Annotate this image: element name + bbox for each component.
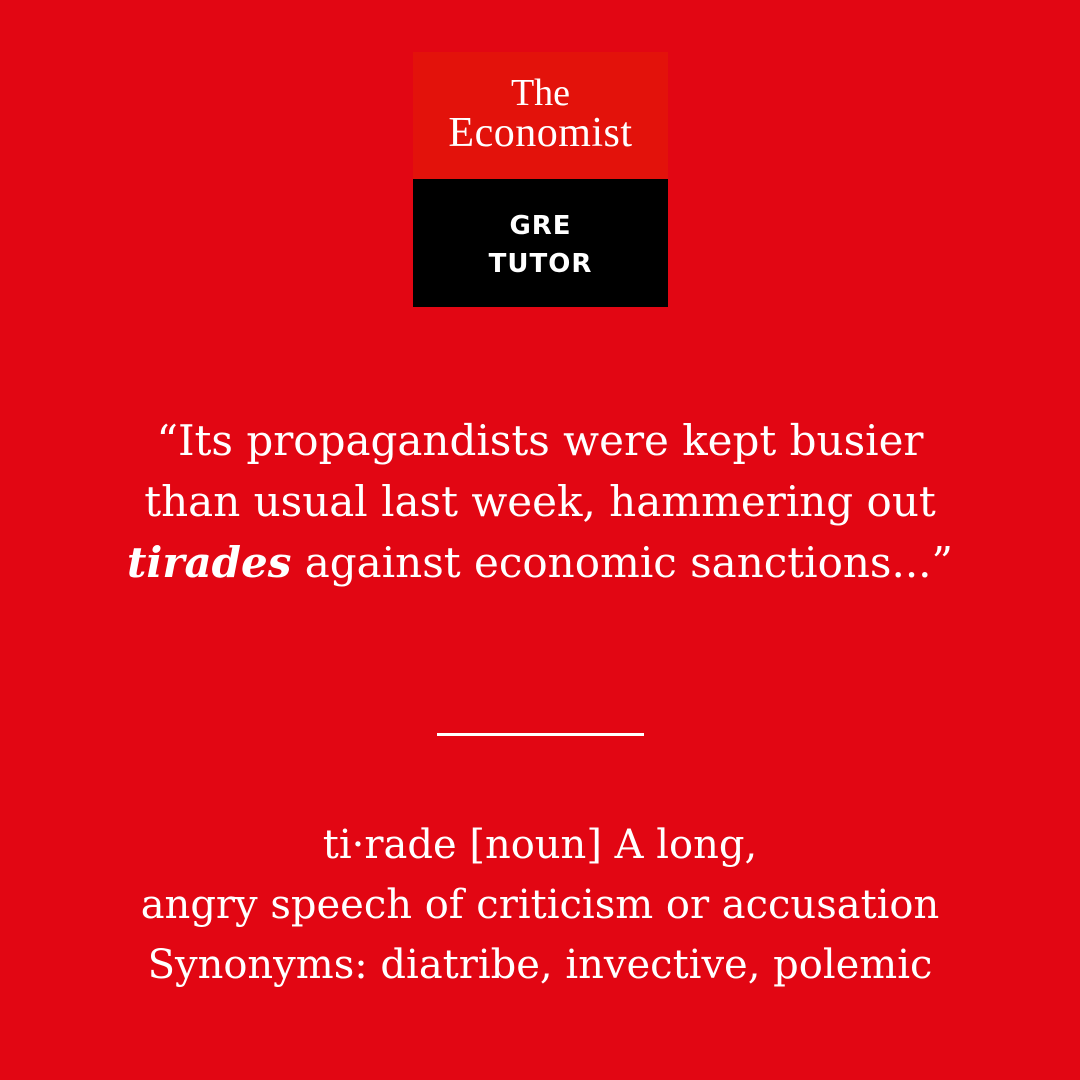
definition-headword-line: ti·rade [noun] A long, (322, 822, 758, 868)
definition-synonyms-line: Synonyms: diatribe, invective, polemic (147, 942, 933, 988)
quote-text: “Its propagandists were kept busier than… (120, 410, 960, 593)
quote-before: “Its propagandists were kept busier than… (144, 416, 936, 526)
definition-meaning-line: angry speech of criticism or accusation (140, 882, 940, 928)
logo-masthead: The Economist (413, 52, 668, 179)
logo-subtitle-block: GRE TUTOR (413, 179, 668, 307)
logo-line-the: The (510, 72, 571, 114)
logo-line-gre: GRE (509, 211, 572, 241)
economist-gre-tutor-logo: The Economist GRE TUTOR (413, 52, 668, 307)
logo-line-tutor: TUTOR (488, 249, 593, 279)
quote-after: against economic sanctions...” (291, 538, 954, 587)
divider-line (437, 733, 644, 736)
definition-block: ti·rade [noun] A long, angry speech of c… (120, 815, 960, 995)
quote-highlighted-word: tirades (126, 538, 292, 587)
logo-line-economist: Economist (448, 110, 633, 156)
